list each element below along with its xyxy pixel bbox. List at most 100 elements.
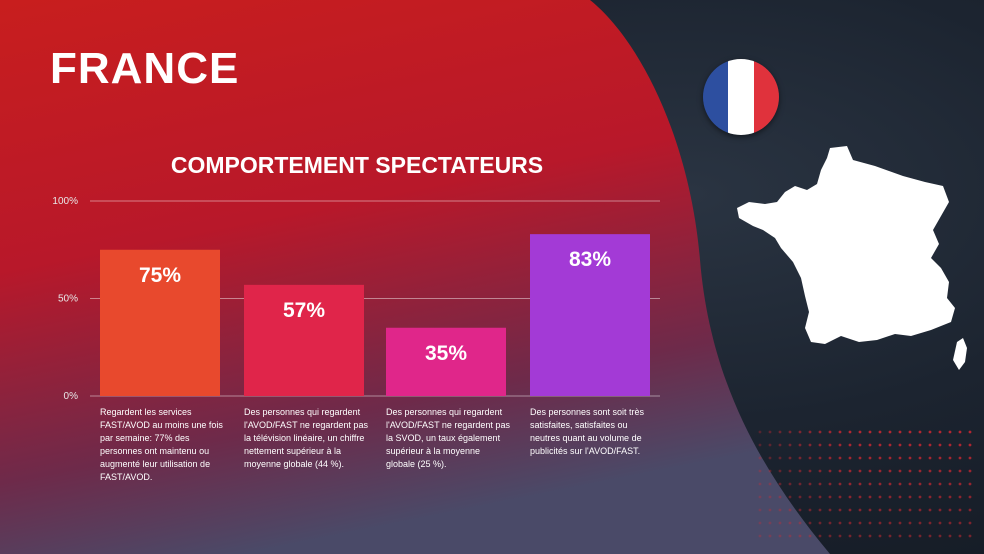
decorative-dot <box>898 534 902 538</box>
decorative-dot <box>858 469 862 473</box>
decorative-dot <box>928 521 932 525</box>
decorative-dot <box>888 482 892 486</box>
decorative-dot <box>778 469 782 473</box>
decorative-dot <box>968 443 972 447</box>
france-flag-icon <box>703 59 779 135</box>
decorative-dot <box>828 521 832 525</box>
decorative-dot <box>778 430 782 434</box>
decorative-dot <box>948 456 952 460</box>
decorative-dot <box>888 495 892 499</box>
decorative-dot <box>888 456 892 460</box>
decorative-dot <box>778 495 782 499</box>
decorative-dot <box>788 443 792 447</box>
decorative-dot <box>878 534 882 538</box>
decorative-dot <box>848 469 852 473</box>
decorative-dot <box>808 495 812 499</box>
decorative-dot <box>758 482 762 486</box>
decorative-dot <box>778 534 782 538</box>
decorative-dot <box>768 430 772 434</box>
decorative-dot <box>958 521 962 525</box>
decorative-dot <box>868 482 872 486</box>
decorative-dot <box>868 534 872 538</box>
decorative-dot <box>758 495 762 499</box>
decorative-dot <box>768 495 772 499</box>
decorative-dot <box>818 456 822 460</box>
decorative-dot <box>878 469 882 473</box>
decorative-dot <box>848 521 852 525</box>
decorative-dot <box>878 456 882 460</box>
decorative-dot <box>968 469 972 473</box>
decorative-dot <box>868 469 872 473</box>
decorative-dot <box>818 443 822 447</box>
decorative-dot <box>948 430 952 434</box>
decorative-dot <box>828 534 832 538</box>
decorative-dot <box>818 469 822 473</box>
decorative-dot <box>798 456 802 460</box>
decorative-dot <box>758 508 762 512</box>
bar <box>530 234 650 396</box>
bar-description: Des personnes qui regardent l'AVOD/FAST … <box>386 407 510 469</box>
decorative-dot <box>938 430 942 434</box>
decorative-dot <box>778 456 782 460</box>
decorative-dot <box>928 534 932 538</box>
y-tick-label: 50% <box>58 294 78 305</box>
decorative-dot <box>918 508 922 512</box>
decorative-dot <box>888 534 892 538</box>
decorative-dot <box>868 456 872 460</box>
decorative-dot <box>838 430 842 434</box>
bar-description: Des personnes qui regardent l'AVOD/FAST … <box>244 407 368 469</box>
bar <box>386 327 506 396</box>
decorative-dot <box>948 443 952 447</box>
y-tick-label: 0% <box>64 391 79 402</box>
decorative-dot <box>828 469 832 473</box>
decorative-dot <box>838 534 842 538</box>
decorative-dot <box>818 508 822 512</box>
decorative-dot <box>788 469 792 473</box>
decorative-dot <box>768 456 772 460</box>
decorative-dot <box>968 430 972 434</box>
decorative-dot <box>838 443 842 447</box>
decorative-dot <box>788 430 792 434</box>
decorative-dot <box>888 443 892 447</box>
decorative-dot <box>958 469 962 473</box>
decorative-dot <box>898 521 902 525</box>
decorative-dot <box>778 482 782 486</box>
decorative-dot <box>828 443 832 447</box>
decorative-dot <box>938 443 942 447</box>
decorative-dot <box>828 508 832 512</box>
decorative-dot <box>888 521 892 525</box>
decorative-dot <box>968 495 972 499</box>
decorative-dot <box>788 534 792 538</box>
decorative-dot <box>968 456 972 460</box>
decorative-dot <box>938 495 942 499</box>
decorative-dot <box>928 482 932 486</box>
decorative-dot <box>768 508 772 512</box>
decorative-dot <box>908 495 912 499</box>
decorative-dot <box>908 482 912 486</box>
decorative-dot <box>928 443 932 447</box>
decorative-dot <box>948 469 952 473</box>
decorative-dot <box>938 456 942 460</box>
decorative-dot <box>868 521 872 525</box>
decorative-dot <box>938 508 942 512</box>
decorative-dot <box>758 469 762 473</box>
decorative-dot <box>848 495 852 499</box>
decorative-dot <box>918 443 922 447</box>
decorative-dot <box>938 482 942 486</box>
decorative-dot <box>798 521 802 525</box>
decorative-dot <box>918 482 922 486</box>
decorative-dot <box>958 482 962 486</box>
decorative-dot <box>928 508 932 512</box>
decorative-dot <box>878 508 882 512</box>
decorative-dot <box>798 443 802 447</box>
decorative-dot <box>758 430 762 434</box>
decorative-dot <box>918 495 922 499</box>
decorative-dot <box>898 430 902 434</box>
decorative-dot <box>898 469 902 473</box>
decorative-dot <box>868 430 872 434</box>
decorative-dot <box>898 443 902 447</box>
decorative-dot <box>848 508 852 512</box>
decorative-dot <box>768 534 772 538</box>
decorative-dot <box>808 469 812 473</box>
decorative-dot <box>818 534 822 538</box>
